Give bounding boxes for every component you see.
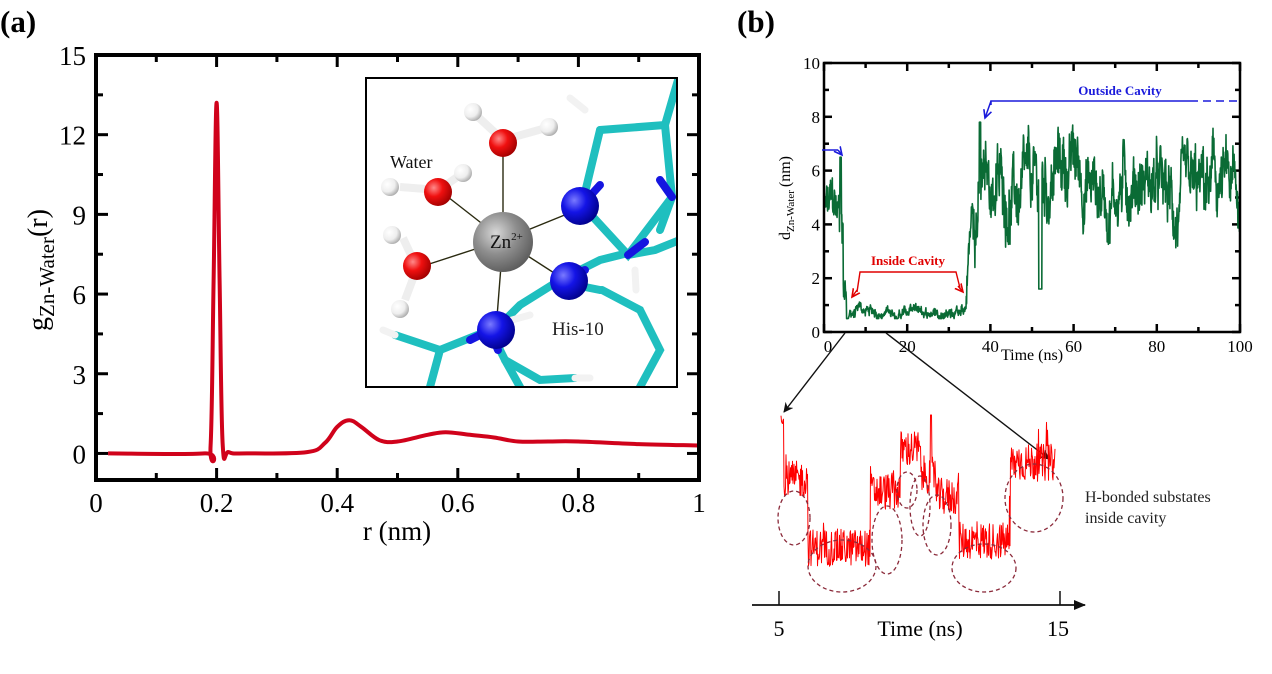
panel-a-xtick-label: 0.4 [320, 488, 354, 518]
substate-circle [777, 490, 811, 546]
panel-a-ylabel: gZn-Water(r) [23, 209, 59, 331]
substate-circle [896, 471, 918, 509]
panel-a-xtick-label: 0.2 [200, 488, 234, 518]
panel-a-xtick-label: 1 [692, 488, 706, 518]
panel-label-a: (a) [0, 4, 36, 39]
substate-circle [909, 475, 931, 537]
zoom-trace [780, 414, 1056, 567]
panel-b-xtick-label: 20 [899, 337, 916, 356]
zoom-arrow-left [783, 332, 846, 413]
outside-cavity-annotation: Outside Cavity [822, 83, 1240, 155]
histidine-label: His-10 [552, 319, 604, 340]
panel-b-ytick-label: 6 [812, 162, 821, 181]
panel-a-frame [94, 53, 701, 482]
panel-b-ytick-label: 2 [812, 269, 821, 288]
zinc-label: Zn2+ [490, 231, 523, 253]
panel-b-chart: 0 20 40 60 80 100 0 2 4 6 8 10 Outside Cavity Insid… [777, 54, 1253, 364]
panel-a-xlabel: r (nm) [363, 516, 431, 546]
panel-b-xtick-label: 100 [1227, 337, 1253, 356]
nitrogen-atoms [477, 187, 599, 349]
panel-a-ytick-label: 12 [59, 121, 86, 151]
inside-cavity-annotation: Inside Cavity [852, 253, 963, 297]
panel-label-b: (b) [737, 4, 775, 39]
substate-circle [951, 543, 1017, 593]
substate-circle [871, 505, 903, 575]
panel-b-ytick-label: 4 [812, 215, 821, 234]
panel-a-xtick-label: 0.6 [441, 488, 475, 518]
panel-a-ytick-label: 3 [73, 360, 87, 390]
distance-trace [823, 121, 1241, 320]
rdf-curve [108, 100, 700, 464]
substates-label-line1: H-bonded substates [1085, 489, 1211, 506]
panel-b-xtick-label: 40 [982, 337, 999, 356]
zoom-tick-label-5: 5 [774, 616, 785, 641]
water-molecules [381, 103, 558, 318]
panel-b-xlabel: Time (ns) [1001, 347, 1063, 364]
panel-a-xtick-label: 0.8 [562, 488, 596, 518]
zoom-tick-label-15: 15 [1047, 616, 1069, 641]
panel-b-xtick-label: 80 [1148, 337, 1165, 356]
panel-b-ytick-label: 8 [812, 108, 821, 127]
panel-a-xtick-label: 0 [89, 488, 103, 518]
inset-molecule: Zn2+ Water His-10 [365, 77, 678, 388]
substate-circle [922, 494, 952, 556]
panel-b-zoom-chart: 5 15 Time (ns) H-bonded substates inside… [752, 414, 1211, 641]
panel-a-chart: 0 0.2 0.4 0.6 0.8 1 0 3 6 9 12 15 [23, 41, 706, 546]
water-label: Water [390, 152, 433, 172]
panel-a-tick-labels: 0 0.2 0.4 0.6 0.8 1 0 3 6 9 12 15 [59, 41, 706, 518]
panel-b-ylabel: dZn-Water(nm) [777, 156, 797, 240]
outside-cavity-label: Outside Cavity [1078, 83, 1162, 98]
panel-a-ytick-label: 0 [73, 439, 87, 469]
panel-a-ytick-label: 15 [59, 41, 86, 71]
panel-b-xtick-label: 0 [824, 337, 833, 356]
panel-a-ytick-label: 9 [73, 200, 87, 230]
zoom-arrow-right [885, 332, 1050, 460]
zinc-ion [473, 212, 533, 272]
panel-b-frame [822, 61, 1242, 334]
panel-b-xtick-label: 60 [1065, 337, 1082, 356]
substate-circle [807, 539, 877, 593]
zoom-xlabel: Time (ns) [877, 616, 962, 641]
substates-label-line2: inside cavity [1085, 510, 1166, 527]
panel-b-ytick-label: 0 [812, 323, 821, 342]
substate-circle [1004, 463, 1064, 533]
inside-cavity-label: Inside Cavity [871, 253, 946, 268]
substate-circles [777, 463, 1064, 593]
panel-b-ytick-label: 10 [803, 54, 820, 73]
panel-b-tick-labels: 0 20 40 60 80 100 0 2 4 6 8 10 [803, 54, 1253, 356]
panel-a-ytick-label: 6 [73, 280, 87, 310]
